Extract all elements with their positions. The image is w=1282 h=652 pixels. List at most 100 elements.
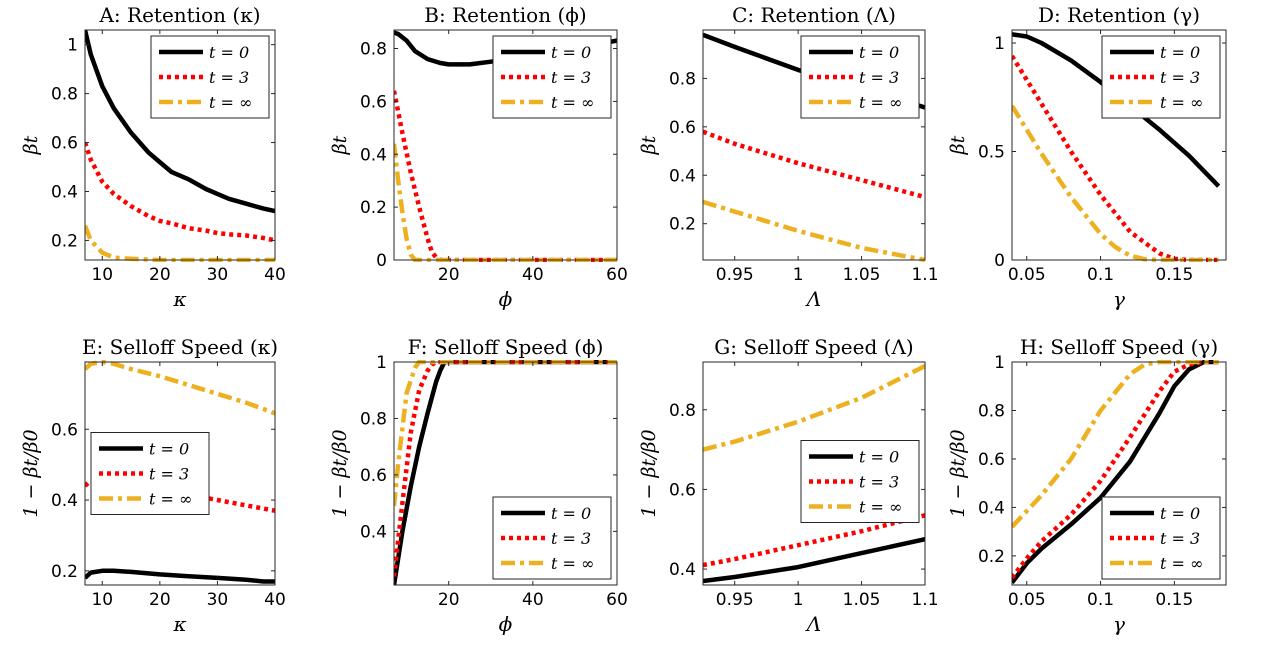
x-tick-label: 0.95 [716, 265, 754, 285]
legend-label-1: t = 3 [551, 68, 591, 87]
legend-label-1: t = 3 [859, 68, 899, 87]
x-tick-label: 40 [522, 590, 544, 610]
panel-d: 0.05 0.1 0.15 0 0.5 1 D: Retention (γ) γ βt t = 0… [947, 3, 1227, 311]
panel-b: 20 40 60 0 0.2 0.4 0.6 0.8 B: Retention (ϕ) ϕ βt t … [329, 3, 628, 311]
series-line-0 [85, 568, 275, 584]
legend-label-2: t = ∞ [551, 93, 594, 112]
x-tick-label: 20 [438, 265, 460, 285]
x-tick-label: 0.15 [1155, 590, 1193, 610]
y-tick-label: 0 [376, 251, 387, 271]
y-tick-label: 0.6 [360, 466, 387, 486]
series-line-2 [85, 224, 275, 262]
legend: t = 0 t = 3 t = ∞ [492, 35, 612, 119]
x-tick-label: 20 [149, 265, 171, 285]
x-tick-label: 10 [91, 590, 113, 610]
legend: t = 0 t = 3 t = ∞ [150, 35, 270, 119]
x-tick-label: 30 [207, 265, 229, 285]
legend-label-1: t = 3 [859, 473, 899, 492]
axes-box [1011, 29, 1227, 261]
legend-label-2: t = ∞ [1160, 554, 1203, 573]
axes-box [702, 361, 926, 586]
y-tick-label: 0.6 [978, 450, 1005, 470]
series-line-0 [703, 537, 925, 584]
legend-label-2: t = ∞ [209, 93, 252, 112]
panel-title: H: Selloff Speed (γ) [1020, 335, 1218, 359]
axes-box [84, 361, 276, 586]
axes-box [393, 29, 618, 261]
legend-label-2: t = ∞ [149, 490, 192, 509]
legend-label-0: t = 0 [551, 43, 591, 62]
series-line-1 [703, 513, 925, 568]
y-tick-label: 0.8 [51, 85, 78, 105]
y-tick-label: 0.8 [360, 409, 387, 429]
x-axis-label: Λ [805, 287, 821, 311]
y-tick-label: 0.4 [360, 522, 387, 542]
x-tick-label: 1.1 [911, 265, 938, 285]
series-line-1 [1012, 360, 1219, 580]
legend-label-0: t = 0 [1160, 43, 1200, 62]
legend-label-1: t = 3 [551, 529, 591, 548]
series-line-1 [85, 141, 275, 243]
series-line-2 [85, 360, 275, 416]
series-line-0 [1012, 32, 1221, 188]
x-axis-label: ϕ [499, 612, 513, 636]
x-tick-label: 10 [91, 265, 113, 285]
x-tick-label: 60 [606, 590, 628, 610]
y-tick-label: 0.8 [669, 401, 696, 421]
legend-label-0: t = 0 [209, 43, 249, 62]
panel-title: G: Selloff Speed (Λ) [714, 335, 913, 359]
panel-title: C: Retention (Λ) [732, 3, 896, 27]
y-tick-label: 0.4 [669, 166, 696, 186]
y-tick-label: 0.5 [978, 143, 1005, 163]
x-tick-label: 0.15 [1155, 265, 1193, 285]
y-axis-label: 1 − βt/β0 [638, 429, 660, 517]
legend-label-1: t = 3 [149, 465, 189, 484]
y-tick-label: 1 [994, 34, 1005, 54]
y-tick-label: 0.6 [360, 92, 387, 112]
legend-label-2: t = ∞ [551, 554, 594, 573]
legend: t = 0 t = 3 t = ∞ [1101, 35, 1221, 119]
legend-label-0: t = 0 [859, 448, 899, 467]
x-axis-label: ϕ [499, 287, 513, 311]
x-tick-label: 0.95 [716, 590, 754, 610]
y-tick-label: 1 [994, 353, 1005, 373]
x-axis-label: Λ [805, 612, 821, 636]
x-tick-label: 1 [793, 265, 804, 285]
series-line-2 [703, 363, 925, 452]
y-tick-label: 1 [67, 36, 78, 56]
series-line-1 [703, 129, 925, 200]
series-line-0 [85, 29, 275, 214]
legend-label-2: t = ∞ [859, 93, 902, 112]
legend: t = 0 t = 3 t = ∞ [492, 496, 612, 580]
axes-box [1011, 361, 1227, 586]
y-axis-label: βt [947, 135, 969, 155]
x-tick-label: 1.05 [843, 590, 881, 610]
y-tick-label: 0.2 [978, 547, 1005, 567]
x-axis-label: κ [172, 612, 186, 636]
x-axis-label: κ [172, 287, 186, 311]
axes-box [84, 29, 276, 261]
series-line-0 [1012, 360, 1219, 584]
y-tick-label: 0.4 [51, 491, 78, 511]
y-tick-label: 0.2 [669, 215, 696, 235]
legend: t = 0 t = 3 t = ∞ [800, 35, 920, 119]
panel-title: E: Selloff Speed (κ) [82, 335, 278, 359]
x-tick-label: 0.05 [1008, 265, 1046, 285]
legend-box [492, 496, 612, 580]
y-tick-label: 0.6 [51, 134, 78, 154]
panel-title: A: Retention (κ) [98, 3, 260, 27]
series-line-2 [394, 360, 617, 507]
y-tick-label: 0.2 [360, 198, 387, 218]
x-tick-label: 40 [264, 590, 286, 610]
x-tick-label: 20 [438, 590, 460, 610]
x-axis-label: γ [1113, 287, 1125, 311]
panel-g: 0.95 1 1.05 1.1 0.4 0.6 0.8 G: Selloff Speed (Λ… [638, 335, 939, 636]
panel-title: B: Retention (ϕ) [424, 3, 586, 27]
x-tick-label: 0.05 [1008, 590, 1046, 610]
legend: t = 0 t = 3 t = ∞ [800, 440, 920, 523]
y-tick-label: 0.6 [669, 480, 696, 500]
legend-label-1: t = 3 [209, 68, 249, 87]
y-axis-label: βt [20, 135, 42, 155]
legend-label-0: t = 0 [859, 43, 899, 62]
axes-box [393, 361, 618, 586]
